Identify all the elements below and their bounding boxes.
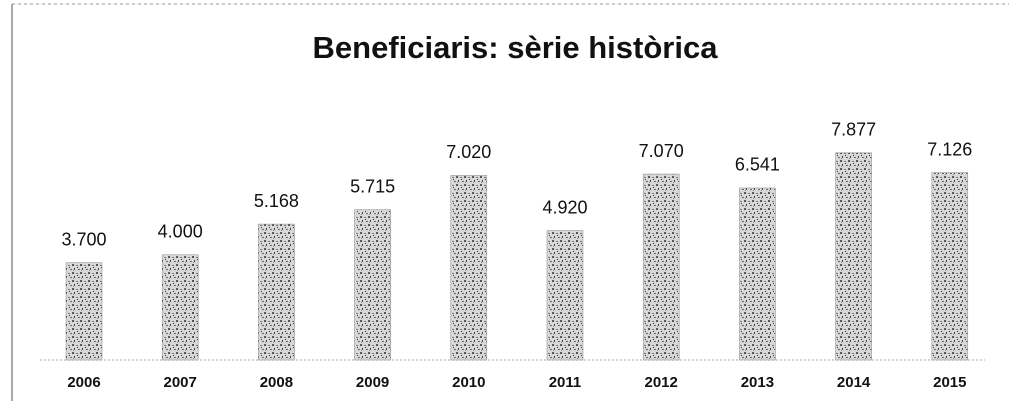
bar — [258, 223, 295, 361]
value-label: 4.920 — [542, 197, 587, 217]
chart-title: Beneficiaris: sèrie històrica — [313, 30, 719, 65]
value-label: 7.126 — [927, 139, 972, 159]
bar — [835, 152, 872, 361]
x-tick-label: 2012 — [645, 374, 678, 391]
value-label: 3.700 — [61, 229, 106, 249]
value-label: 5.168 — [254, 191, 299, 211]
bar — [450, 175, 488, 361]
bar — [546, 230, 584, 361]
x-tick-label: 2010 — [452, 374, 485, 391]
value-label: 7.877 — [831, 120, 876, 140]
value-label: 4.000 — [158, 222, 203, 242]
bar — [739, 187, 776, 361]
value-label: 7.020 — [446, 142, 491, 162]
x-tick-label: 2014 — [837, 374, 871, 391]
bar — [931, 172, 969, 361]
x-tick-label: 2008 — [260, 374, 293, 391]
x-tick-label: 2006 — [67, 374, 100, 391]
bar — [65, 262, 103, 361]
bar — [354, 209, 391, 361]
bar — [161, 254, 199, 361]
value-label: 6.541 — [735, 155, 780, 175]
x-tick-label: 2009 — [356, 374, 389, 391]
x-tick-label: 2015 — [933, 374, 966, 391]
x-tick-label: 2007 — [164, 374, 197, 391]
bar — [642, 173, 680, 361]
value-label: 7.070 — [639, 141, 684, 161]
value-label: 5.715 — [350, 176, 395, 196]
x-tick-label: 2013 — [741, 374, 774, 391]
x-tick-label: 2011 — [549, 374, 582, 391]
